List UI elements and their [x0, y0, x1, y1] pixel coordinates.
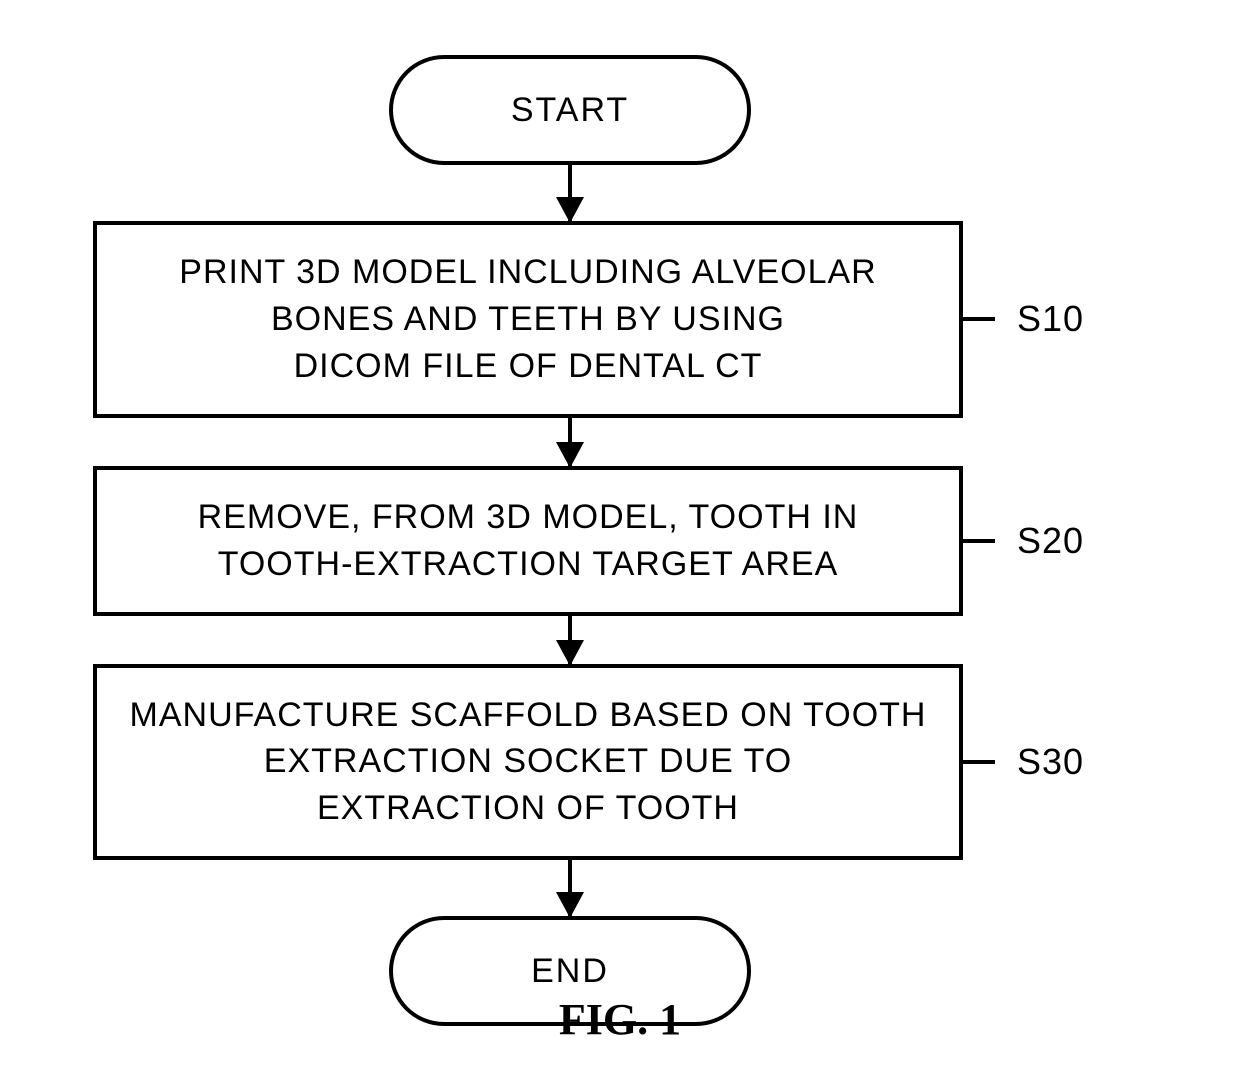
process-s20-text: REMOVE, FROM 3D MODEL, TOOTH IN TOOTH-EX… [198, 494, 859, 588]
process-s10: PRINT 3D MODEL INCLUDING ALVEOLAR BONES … [93, 221, 963, 418]
process-s30-text: MANUFACTURE SCAFFOLD BASED ON TOOTH EXTR… [130, 692, 927, 833]
figure-caption: FIG. 1 [559, 994, 681, 1045]
label-s20-text: S20 [1017, 520, 1084, 562]
arrow-start-s10 [568, 165, 572, 221]
tick-s20 [959, 539, 995, 543]
end-text: END [531, 952, 609, 991]
process-s30: MANUFACTURE SCAFFOLD BASED ON TOOTH EXTR… [93, 664, 963, 861]
flowchart-container: START PRINT 3D MODEL INCLUDING ALVEOLAR … [93, 55, 1147, 1026]
tick-s10 [959, 317, 995, 321]
process-s20: REMOVE, FROM 3D MODEL, TOOTH IN TOOTH-EX… [93, 466, 963, 616]
arrow-s10-s20 [568, 418, 572, 466]
step-label-s20: S20 [959, 520, 1084, 562]
step-label-s30: S30 [959, 741, 1084, 783]
process-s10-text: PRINT 3D MODEL INCLUDING ALVEOLAR BONES … [179, 249, 876, 390]
start-text: START [511, 91, 629, 130]
arrow-s20-s30 [568, 616, 572, 664]
label-s30-text: S30 [1017, 741, 1084, 783]
step-label-s10: S10 [959, 298, 1084, 340]
start-terminator: START [389, 55, 751, 165]
arrow-s30-end [568, 860, 572, 916]
label-s10-text: S10 [1017, 298, 1084, 340]
tick-s30 [959, 760, 995, 764]
